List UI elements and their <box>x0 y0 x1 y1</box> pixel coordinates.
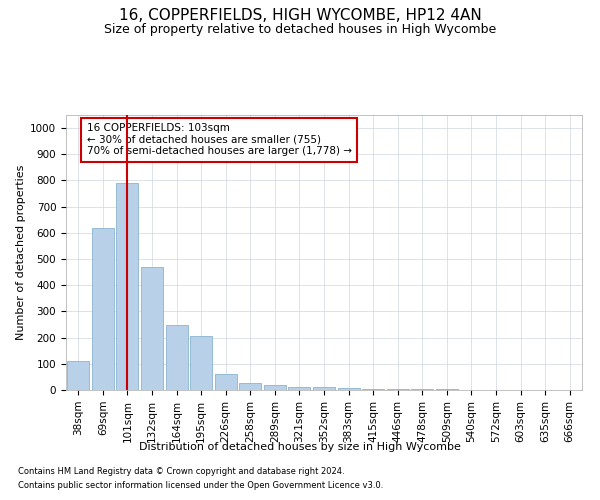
Bar <box>190 336 212 390</box>
Text: Size of property relative to detached houses in High Wycombe: Size of property relative to detached ho… <box>104 22 496 36</box>
Bar <box>116 183 139 390</box>
Text: 16 COPPERFIELDS: 103sqm
← 30% of detached houses are smaller (755)
70% of semi-d: 16 COPPERFIELDS: 103sqm ← 30% of detache… <box>86 123 352 156</box>
Bar <box>166 324 188 390</box>
Bar <box>141 267 163 390</box>
Bar <box>239 384 262 390</box>
Text: 16, COPPERFIELDS, HIGH WYCOMBE, HP12 4AN: 16, COPPERFIELDS, HIGH WYCOMBE, HP12 4AN <box>119 8 481 22</box>
Bar <box>313 388 335 390</box>
Bar <box>215 374 237 390</box>
Y-axis label: Number of detached properties: Number of detached properties <box>16 165 26 340</box>
Bar <box>289 387 310 390</box>
Text: Contains public sector information licensed under the Open Government Licence v3: Contains public sector information licen… <box>18 481 383 490</box>
Text: Distribution of detached houses by size in High Wycombe: Distribution of detached houses by size … <box>139 442 461 452</box>
Bar <box>338 388 359 390</box>
Bar <box>67 361 89 390</box>
Bar <box>362 388 384 390</box>
Bar <box>386 389 409 390</box>
Bar <box>92 228 114 390</box>
Bar <box>264 386 286 390</box>
Text: Contains HM Land Registry data © Crown copyright and database right 2024.: Contains HM Land Registry data © Crown c… <box>18 468 344 476</box>
